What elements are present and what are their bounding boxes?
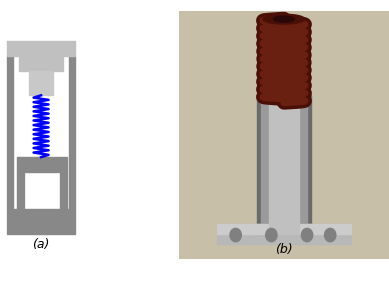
Text: (a): (a) — [32, 238, 50, 251]
Bar — [13, 209, 69, 234]
Bar — [5, 38, 77, 236]
Bar — [269, 95, 299, 234]
Bar — [17, 172, 24, 209]
Circle shape — [230, 228, 241, 242]
Bar — [17, 157, 67, 172]
Bar — [29, 71, 53, 95]
Circle shape — [266, 228, 277, 242]
Bar — [69, 56, 75, 234]
Bar — [261, 95, 307, 234]
Circle shape — [324, 228, 336, 242]
Bar — [217, 224, 351, 234]
Bar — [60, 172, 67, 209]
Bar — [7, 41, 75, 56]
Bar — [257, 95, 311, 234]
Bar — [7, 56, 13, 234]
Text: (b): (b) — [275, 243, 293, 256]
Ellipse shape — [263, 14, 305, 24]
Bar — [19, 56, 63, 71]
Circle shape — [301, 228, 313, 242]
Bar — [217, 224, 351, 244]
Ellipse shape — [273, 16, 294, 22]
